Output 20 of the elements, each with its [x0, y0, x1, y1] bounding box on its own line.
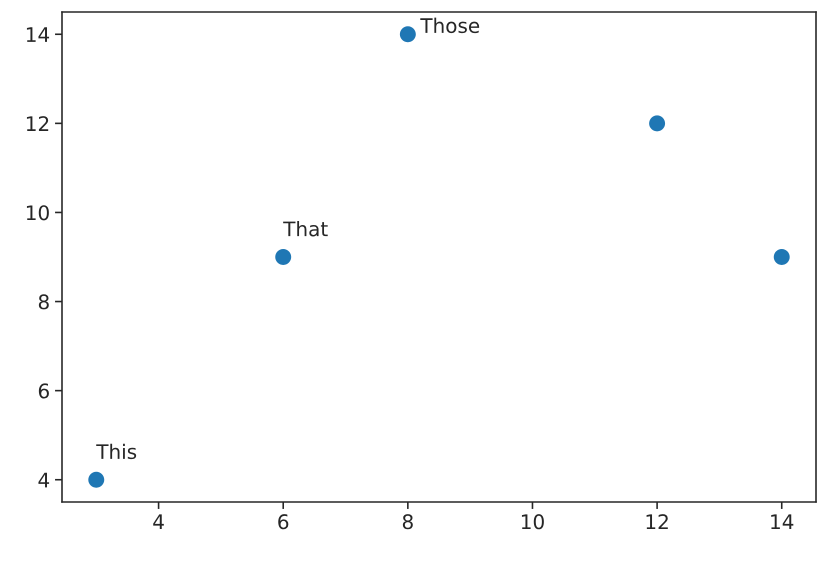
- y-tick-label: 8: [38, 294, 49, 310]
- y-tick-label: 6: [38, 383, 49, 399]
- x-tick-label: 4: [153, 514, 164, 529]
- y-tick-label: 10: [26, 205, 49, 220]
- y-tick-label: 4: [38, 472, 50, 488]
- x-tick-label: 12: [646, 514, 668, 529]
- annotation: This: [96, 444, 136, 460]
- point: [88, 472, 104, 488]
- x-tick-label: 8: [402, 514, 413, 530]
- point: [774, 249, 790, 265]
- y-tick-label: 14: [26, 27, 50, 42]
- point: [400, 26, 416, 42]
- annotation: Those: [420, 18, 480, 34]
- x-tick-label: 14: [771, 514, 794, 529]
- x-tick-label: 10: [522, 514, 544, 530]
- point: [649, 115, 666, 132]
- x-tick-label: 6: [278, 514, 288, 530]
- y-tick-label: 12: [26, 116, 48, 131]
- annotation: That: [283, 220, 328, 236]
- point: [275, 249, 292, 265]
